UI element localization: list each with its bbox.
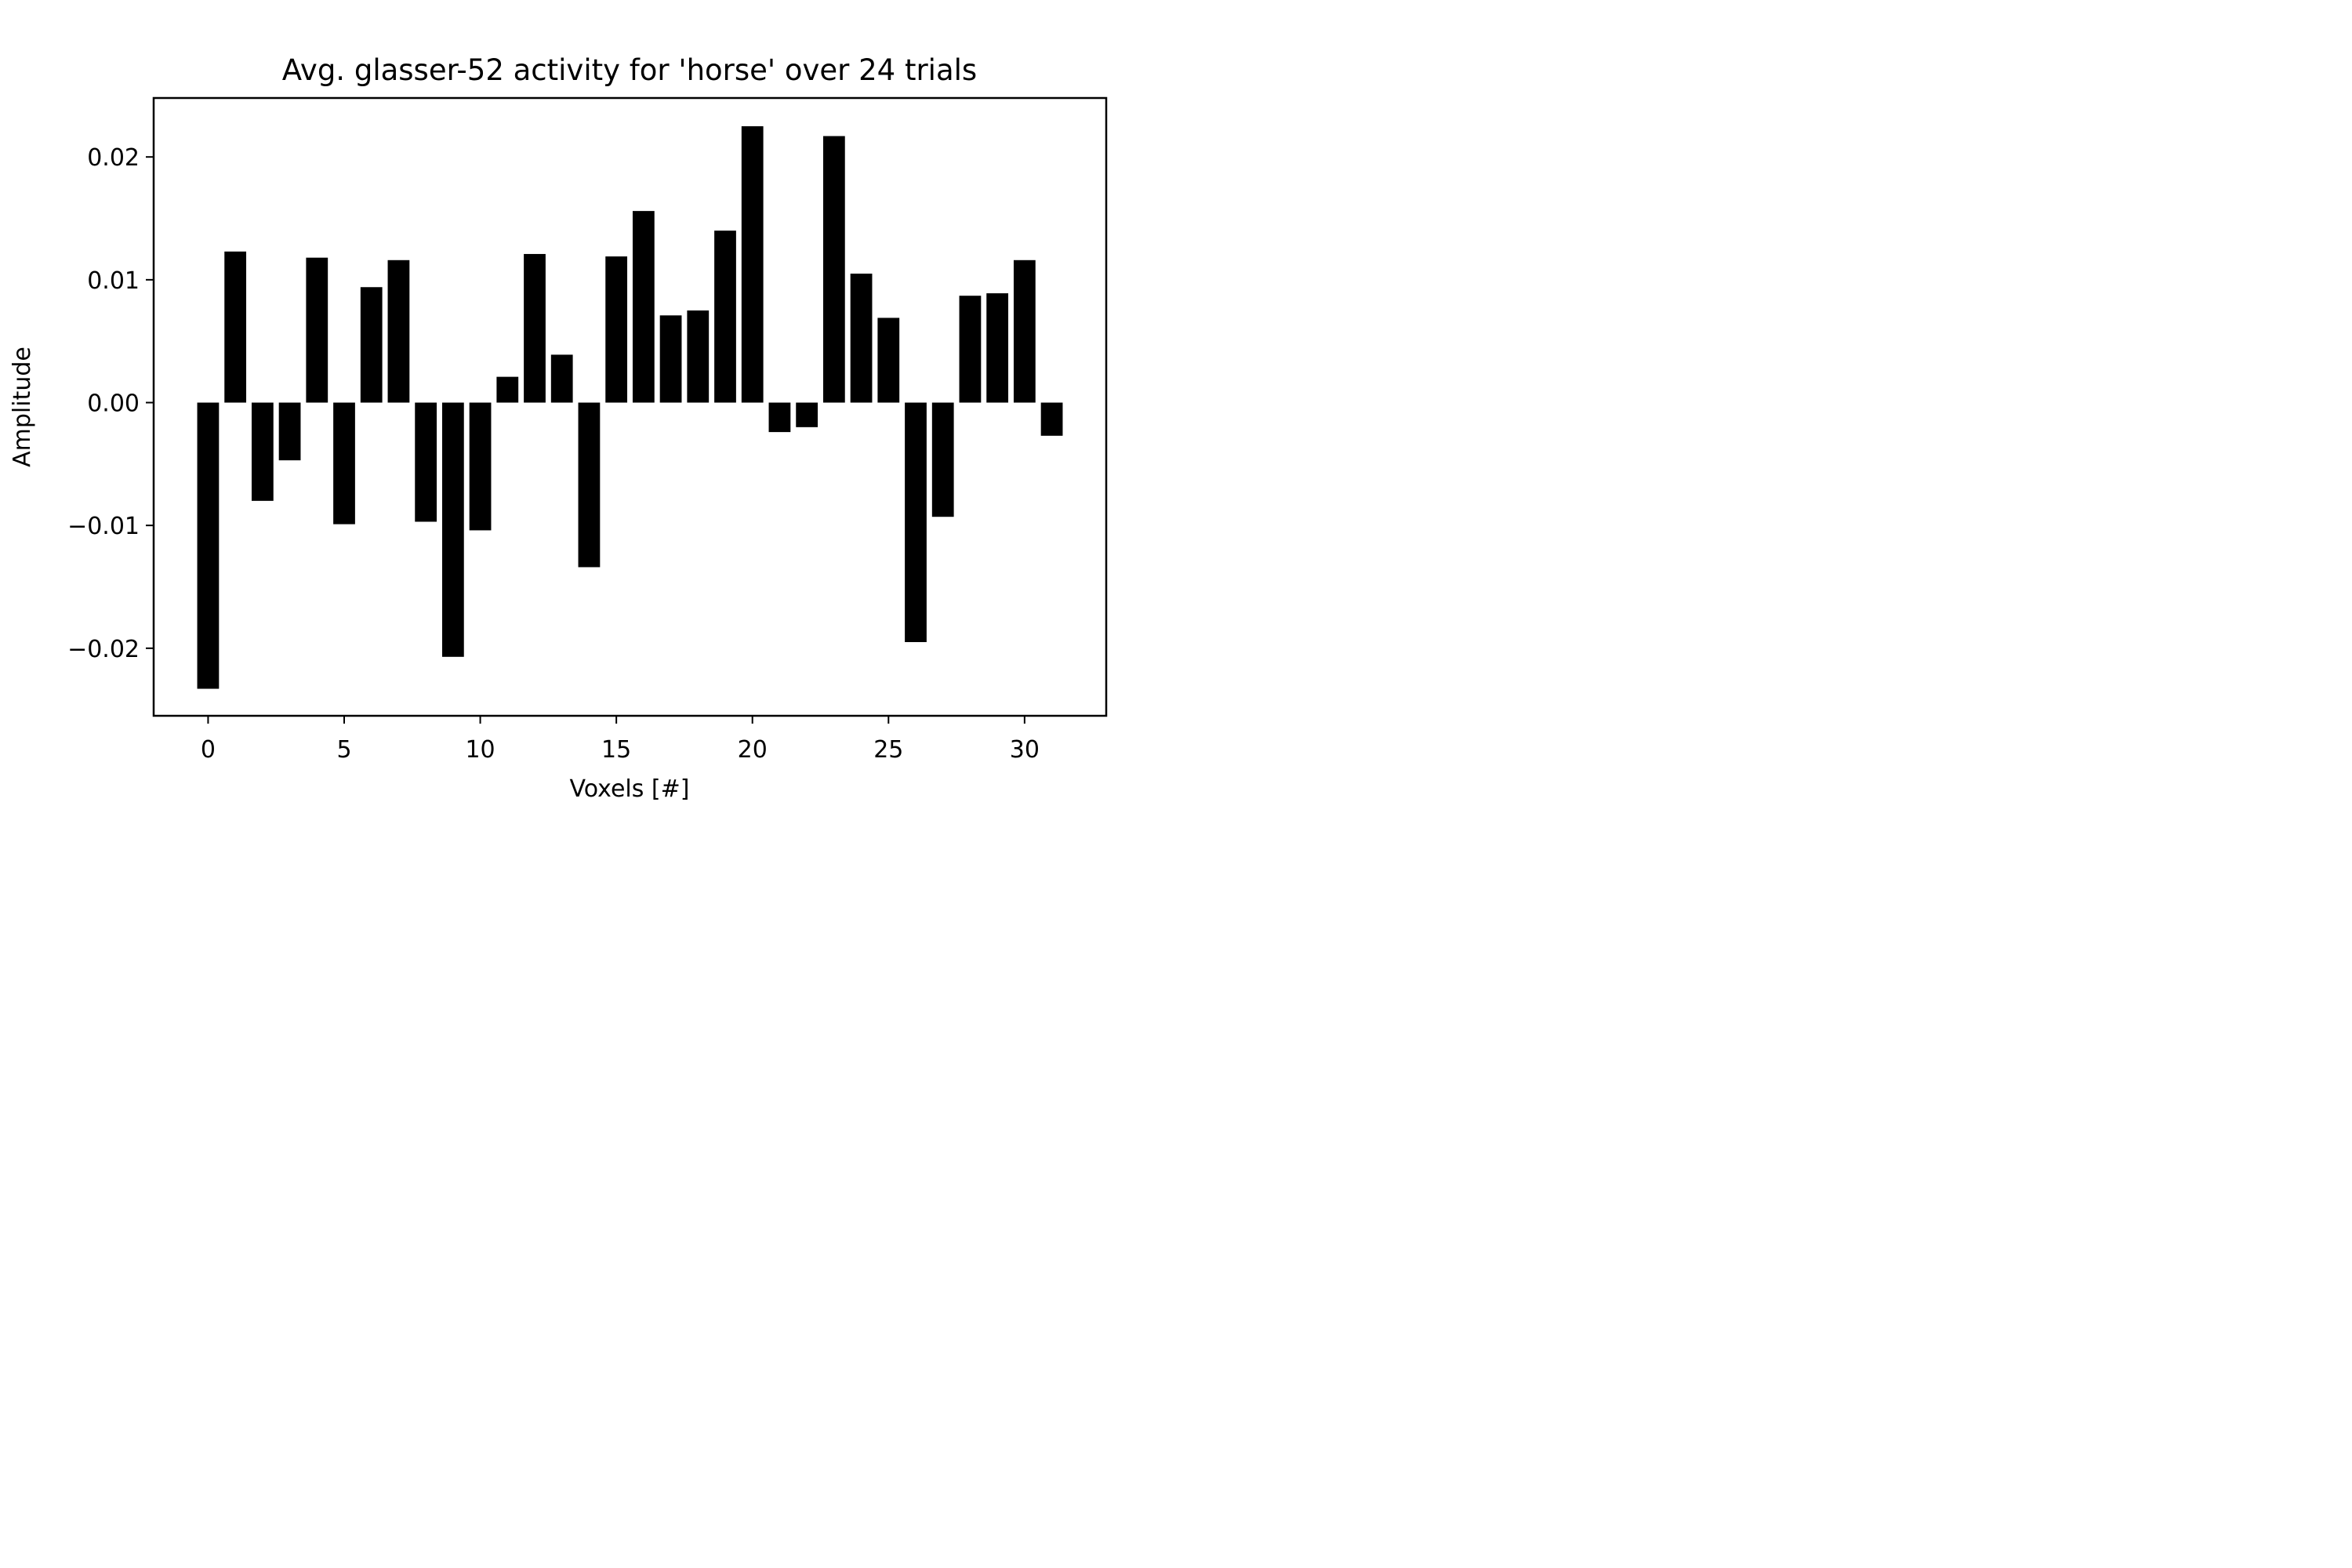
- x-tick-label: 20: [738, 736, 768, 764]
- bar-voxel-23: [822, 136, 845, 403]
- chart-title: Avg. glasser-52 activity for 'horse' ove…: [282, 53, 977, 87]
- bar-voxel-24: [850, 274, 873, 403]
- bar-voxel-9: [441, 402, 464, 657]
- bar-voxel-22: [796, 402, 818, 427]
- bar-voxel-8: [415, 402, 437, 522]
- plot-frame: [152, 96, 1108, 717]
- bar-voxel-25: [877, 318, 900, 403]
- bar-voxel-13: [550, 354, 573, 403]
- bar-voxel-30: [1013, 260, 1036, 403]
- bar-voxel-12: [524, 253, 546, 403]
- bar-voxel-28: [959, 296, 982, 403]
- bar-voxel-31: [1040, 402, 1063, 436]
- x-tick-label: 25: [873, 736, 903, 764]
- y-tick-label: 0.01: [87, 267, 140, 295]
- bars-group: [197, 126, 1063, 689]
- y-tick-label: 0.00: [87, 390, 140, 418]
- bar-voxel-15: [605, 256, 628, 403]
- x-tick-label: 5: [336, 736, 351, 764]
- x-tick-label: 10: [465, 736, 495, 764]
- bar-voxel-16: [632, 211, 655, 403]
- bar-voxel-11: [496, 376, 519, 403]
- y-axis-ticks: −0.02 −0.01 0.00 0.01 0.02: [67, 144, 154, 663]
- x-tick-label: 30: [1010, 736, 1040, 764]
- bar-voxel-1: [224, 251, 247, 403]
- bar-voxel-3: [278, 402, 301, 461]
- bar-voxel-4: [306, 257, 328, 403]
- bar-voxel-2: [251, 402, 274, 501]
- x-axis-title: Voxels [#]: [570, 775, 690, 803]
- bar-voxel-10: [469, 402, 492, 531]
- bar-voxel-14: [578, 402, 601, 568]
- bar-voxel-29: [986, 293, 1009, 403]
- bar-voxel-18: [687, 310, 710, 403]
- y-tick-label: −0.01: [67, 513, 140, 540]
- bar-voxel-27: [931, 402, 954, 517]
- bar-voxel-5: [333, 402, 355, 524]
- bar-voxel-6: [360, 287, 383, 403]
- y-axis-title: Amplitude: [9, 347, 36, 467]
- bar-voxel-19: [714, 230, 736, 403]
- bar-voxel-0: [197, 402, 220, 689]
- x-axis-ticks: 0 5 10 15 20 25 30: [201, 716, 1040, 764]
- y-tick-label: 0.02: [87, 144, 140, 172]
- x-tick-label: 15: [601, 736, 631, 764]
- y-tick-label: −0.02: [67, 636, 140, 663]
- bar-voxel-20: [741, 126, 764, 403]
- bar-voxel-26: [905, 402, 927, 643]
- bar-voxel-7: [387, 260, 410, 403]
- bar-chart: Avg. glasser-52 activity for 'horse' ove…: [9, 53, 1108, 803]
- bar-voxel-21: [768, 402, 791, 433]
- bar-voxel-17: [659, 315, 682, 403]
- x-tick-label: 0: [201, 736, 216, 764]
